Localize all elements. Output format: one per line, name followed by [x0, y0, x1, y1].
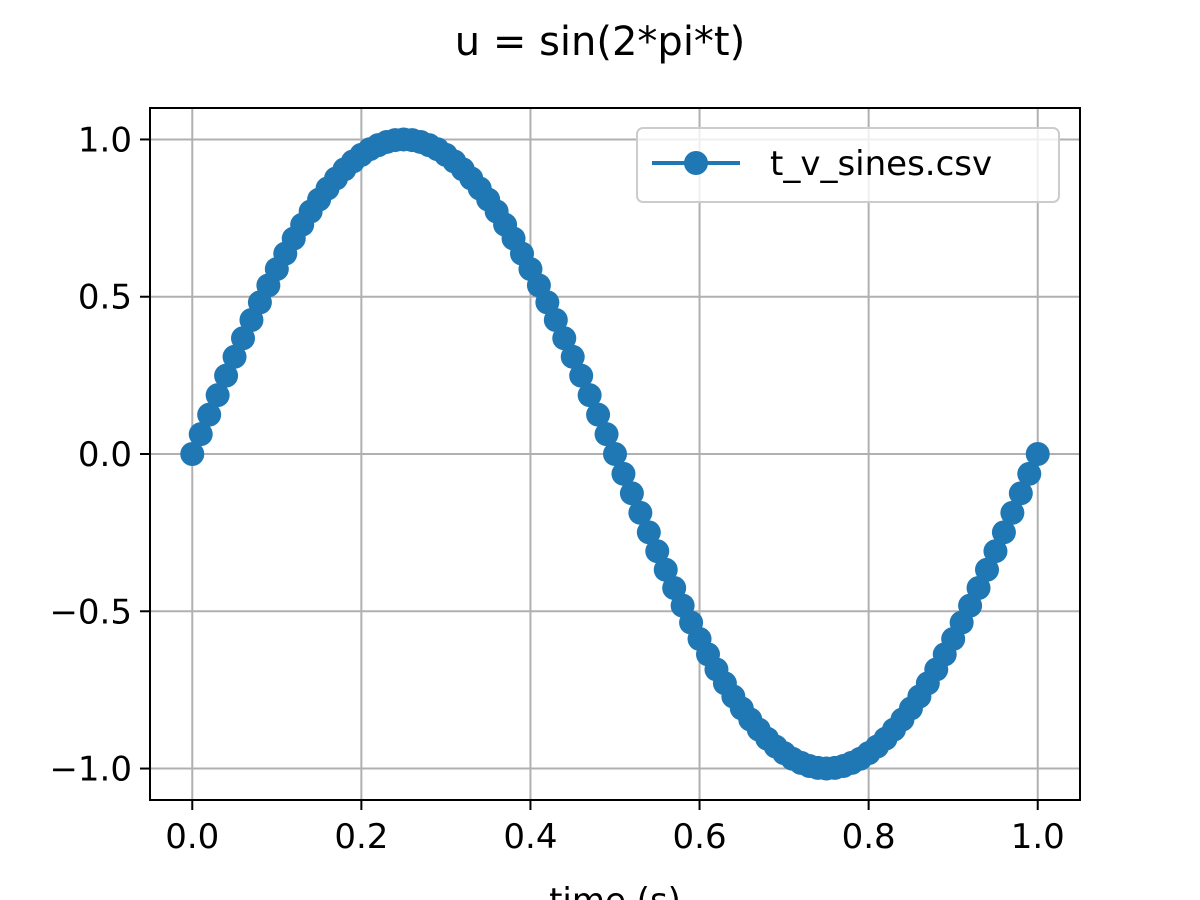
data-point — [577, 383, 602, 408]
ticks: 0.0 0.2 0.4 0.6 0.8 1.0 1.0 0.5 0.0 −0.5 −1.0 — [49, 120, 1064, 857]
data-point — [1025, 442, 1050, 466]
data-point — [645, 539, 670, 564]
legend-entry-label: t_v_sines.csv — [770, 144, 992, 184]
data-point — [611, 461, 636, 486]
data-point — [1008, 481, 1033, 506]
x-axis-label: time (s) — [549, 881, 681, 900]
y-tick-label: 1.0 — [78, 120, 132, 160]
data-point — [594, 422, 619, 447]
legend-box — [636, 127, 1060, 203]
data-point — [560, 344, 585, 369]
data-point — [603, 442, 627, 466]
data-point — [205, 383, 230, 408]
data-point — [586, 402, 611, 427]
chart-title: u = sin(2*pi*t) — [455, 19, 745, 65]
data-point — [1000, 500, 1025, 525]
legend-marker-sample — [684, 151, 708, 175]
data-point — [653, 557, 678, 582]
data-point — [991, 520, 1016, 545]
x-tick-label: 1.0 — [1011, 817, 1065, 857]
data-point — [543, 308, 568, 333]
data-point — [552, 326, 577, 351]
y-tick-label: −1.0 — [49, 750, 132, 790]
data-point — [1017, 461, 1042, 486]
data-point — [569, 363, 594, 388]
x-tick-label: 0.4 — [503, 817, 557, 857]
data-point — [975, 557, 999, 582]
x-tick-label: 0.8 — [842, 817, 896, 857]
data-point — [983, 539, 1008, 564]
series-layer — [180, 127, 1050, 781]
data-point — [231, 326, 255, 351]
legend: t_v_sines.csv — [636, 127, 1060, 203]
data-point — [180, 442, 205, 466]
data-point — [628, 500, 653, 525]
data-point — [222, 344, 247, 369]
data-point — [619, 481, 644, 506]
x-tick-label: 0.0 — [165, 817, 219, 857]
grid — [150, 108, 1080, 800]
data-point — [188, 422, 213, 447]
data-point — [214, 363, 239, 388]
y-tick-label: −0.5 — [49, 592, 132, 632]
y-tick-label: 0.0 — [78, 435, 132, 475]
x-tick-label: 0.2 — [334, 817, 388, 857]
data-point — [636, 520, 661, 545]
data-point — [966, 575, 991, 600]
y-tick-label: 0.5 — [78, 278, 132, 318]
data-point — [197, 402, 222, 427]
x-tick-label: 0.6 — [673, 817, 727, 857]
